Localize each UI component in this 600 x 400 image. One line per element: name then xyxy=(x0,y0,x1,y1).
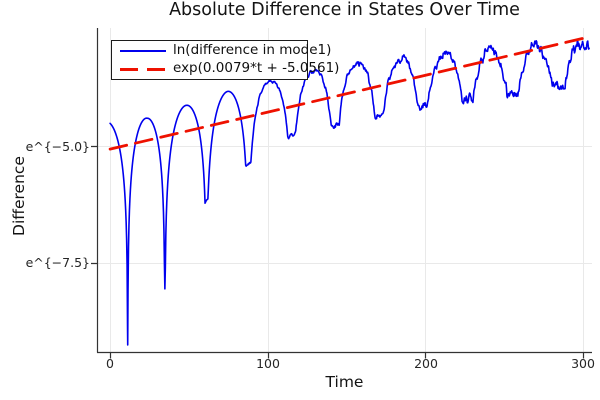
x-axis-label: Time xyxy=(325,373,364,391)
y-tick-label: e^{−5.0} xyxy=(25,139,90,154)
y-tick-label: e^{−7.5} xyxy=(25,255,90,270)
x-tick-label: 300 xyxy=(571,356,595,371)
x-tick-label: 200 xyxy=(414,356,438,371)
legend: ln(difference in mode1) exp(0.0079*t + -… xyxy=(111,40,339,80)
legend-entry: ln(difference in mode1) xyxy=(112,43,331,59)
x-tick-label: 100 xyxy=(256,356,280,371)
legend-label: exp(0.0079*t + -5.0561) xyxy=(173,60,340,77)
dashed-line-icon xyxy=(120,67,166,71)
y-axis-label: Difference xyxy=(10,156,28,236)
legend-label: ln(difference in mode1) xyxy=(173,42,332,59)
chart-title: Absolute Difference in States Over Time xyxy=(169,0,520,20)
solid-line-icon xyxy=(120,50,166,52)
x-tick-label: 0 xyxy=(106,356,114,371)
legend-entry: exp(0.0079*t + -5.0561) xyxy=(112,61,339,77)
